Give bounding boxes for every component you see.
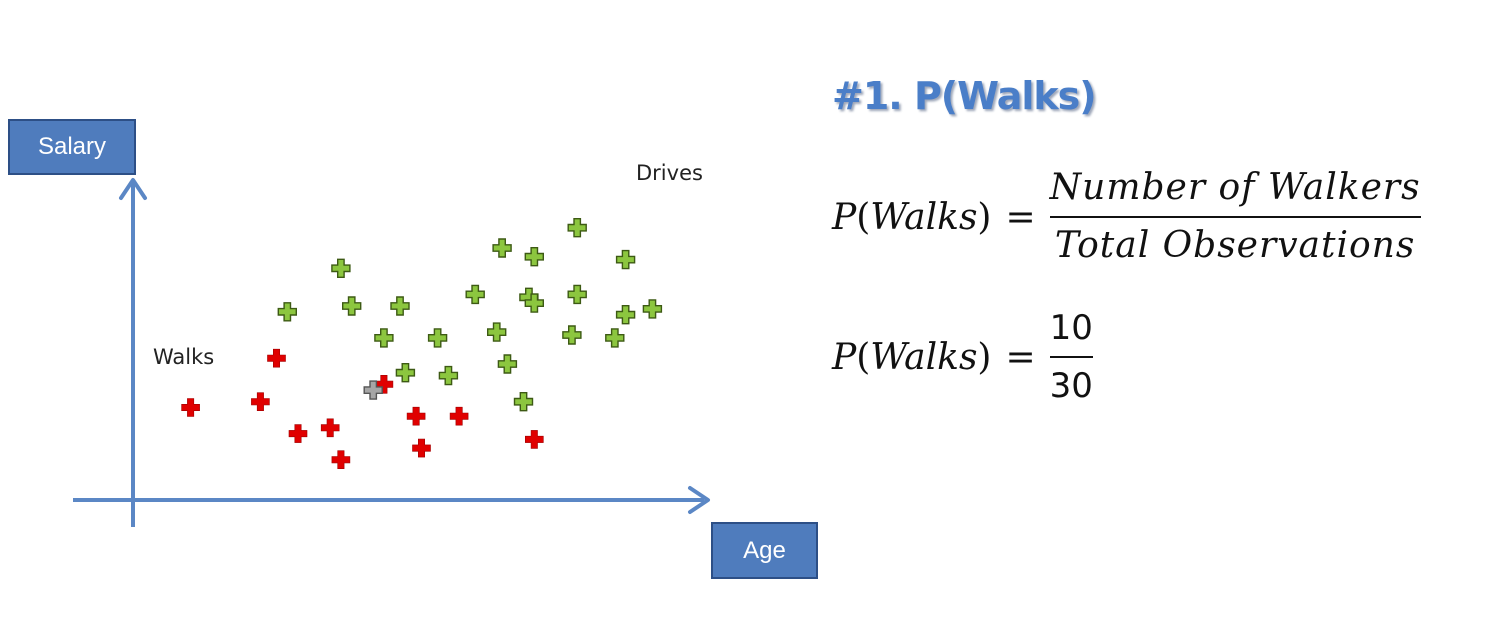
equals-sign: = xyxy=(1005,336,1036,378)
drives-marker xyxy=(524,293,544,313)
drives-marker xyxy=(374,328,394,348)
drives-marker xyxy=(497,354,518,374)
drives-marker xyxy=(277,302,297,322)
fraction-numerator: Number of Walkers xyxy=(1049,167,1421,208)
drives-marker xyxy=(562,325,582,345)
walks-marker xyxy=(251,392,270,412)
drives-marker xyxy=(492,238,512,258)
x-axis-label: Age xyxy=(743,536,786,564)
walks-marker xyxy=(331,450,351,470)
formula-lhs: P(Walks) xyxy=(832,196,992,238)
drives-marker xyxy=(465,284,485,305)
drives-marker xyxy=(487,322,507,342)
drives-marker xyxy=(331,258,351,278)
walks-marker xyxy=(412,438,431,458)
equals-sign: = xyxy=(1005,196,1036,238)
walks-marker xyxy=(320,418,340,438)
walks-marker xyxy=(406,406,426,426)
walks-group-label: Walks xyxy=(153,345,215,369)
walks-marker xyxy=(181,398,200,417)
fraction: 10 30 xyxy=(1049,306,1093,408)
walks-marker xyxy=(267,348,286,368)
drives-marker xyxy=(567,284,587,305)
fraction-bar xyxy=(1049,216,1421,218)
formula-lhs-event: Walks xyxy=(870,196,978,238)
fraction-denominator: Total Observations xyxy=(1054,225,1416,266)
drives-group-label: Drives xyxy=(636,161,703,185)
fraction-bar xyxy=(1049,356,1093,358)
drives-marker xyxy=(395,363,416,383)
formula-lhs: P(Walks) xyxy=(832,336,992,378)
y-axis-label-box: Salary xyxy=(8,119,136,175)
probability-value-formula: P(Walks) = 10 30 xyxy=(832,306,1093,408)
fraction-numerator: 10 xyxy=(1049,308,1093,348)
slide-title: #1. P(Walks) xyxy=(832,74,1097,118)
drives-marker xyxy=(567,217,587,238)
drives-marker xyxy=(642,299,663,319)
drives-marker xyxy=(615,305,636,325)
walks-marker xyxy=(524,430,544,449)
y-axis-arrowhead xyxy=(119,178,147,200)
data-markers xyxy=(181,217,663,470)
drives-marker xyxy=(438,365,459,386)
drives-marker xyxy=(427,328,448,348)
y-axis-label: Salary xyxy=(37,133,107,160)
drives-marker xyxy=(342,296,362,316)
drives-marker xyxy=(615,249,636,270)
drives-marker xyxy=(605,328,625,348)
drives-marker xyxy=(513,392,534,412)
scatter-plot xyxy=(73,178,710,527)
drives-marker xyxy=(524,247,544,267)
probability-formula: P(Walks) = Number of Walkers Total Obser… xyxy=(832,166,1421,268)
fraction: Number of Walkers Total Observations xyxy=(1049,166,1421,268)
walks-marker xyxy=(288,424,308,443)
x-axis-label-box: Age xyxy=(711,522,818,579)
walks-marker xyxy=(449,406,469,426)
x-axis-arrowhead xyxy=(688,486,710,514)
fraction-denominator: 30 xyxy=(1049,366,1093,406)
new-point-marker xyxy=(363,380,383,400)
formula-lhs-event: Walks xyxy=(870,336,978,378)
drives-marker xyxy=(390,296,410,316)
